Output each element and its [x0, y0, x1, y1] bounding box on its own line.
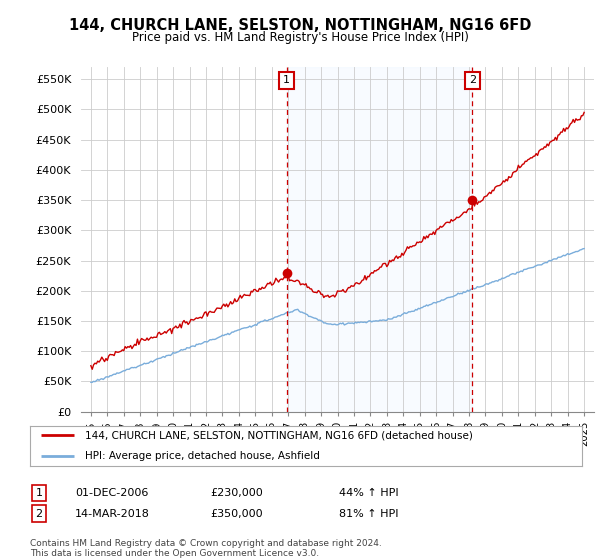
- Text: £230,000: £230,000: [210, 488, 263, 498]
- Text: Price paid vs. HM Land Registry's House Price Index (HPI): Price paid vs. HM Land Registry's House …: [131, 31, 469, 44]
- Text: 2: 2: [469, 76, 476, 86]
- Text: Contains HM Land Registry data © Crown copyright and database right 2024.
This d: Contains HM Land Registry data © Crown c…: [30, 539, 382, 558]
- Bar: [287, 67, 472, 412]
- Text: 14-MAR-2018: 14-MAR-2018: [75, 508, 150, 519]
- Text: 81% ↑ HPI: 81% ↑ HPI: [339, 508, 398, 519]
- Text: 144, CHURCH LANE, SELSTON, NOTTINGHAM, NG16 6FD (detached house): 144, CHURCH LANE, SELSTON, NOTTINGHAM, N…: [85, 430, 473, 440]
- Text: 44% ↑ HPI: 44% ↑ HPI: [339, 488, 398, 498]
- Text: HPI: Average price, detached house, Ashfield: HPI: Average price, detached house, Ashf…: [85, 451, 320, 461]
- Text: 2: 2: [35, 508, 43, 519]
- Text: 1: 1: [283, 76, 290, 86]
- Text: 1: 1: [35, 488, 43, 498]
- Text: £350,000: £350,000: [210, 508, 263, 519]
- Text: 01-DEC-2006: 01-DEC-2006: [75, 488, 148, 498]
- Text: 144, CHURCH LANE, SELSTON, NOTTINGHAM, NG16 6FD: 144, CHURCH LANE, SELSTON, NOTTINGHAM, N…: [69, 18, 531, 33]
